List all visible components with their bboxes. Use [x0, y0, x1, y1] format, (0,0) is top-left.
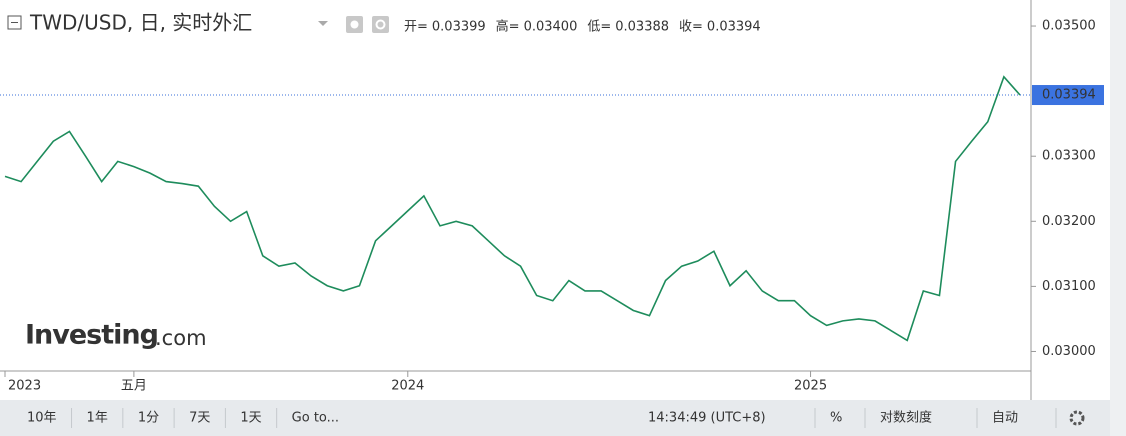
x-tick-label: 五月	[121, 379, 147, 394]
ohlc-value: 0.03394	[707, 20, 761, 35]
price-line	[4, 75, 1021, 342]
ohlc-label: 开=	[404, 20, 428, 35]
toolbar	[0, 400, 1110, 436]
logo-suffix: .com	[155, 326, 207, 350]
last-price-label: 0.03394	[1042, 88, 1096, 103]
ohlc-label: 收=	[679, 20, 703, 35]
settings-button[interactable]	[1069, 410, 1085, 426]
eye-icon-pupil	[350, 20, 359, 29]
ohlc-label: 高=	[496, 19, 520, 35]
x-tick-label: 2023	[8, 379, 41, 394]
y-tick-label: 0.03200	[1042, 214, 1096, 229]
settings-icon-gear	[375, 19, 386, 30]
ohlc-label: 低=	[587, 20, 611, 35]
chart-title: TWD/USD, 日, 实时外汇	[29, 11, 252, 35]
dropdown-arrow[interactable]	[318, 21, 328, 26]
toolbar-button[interactable]: 10年	[27, 411, 57, 426]
toolbar-button[interactable]: 自动	[992, 411, 1018, 426]
toolbar-button[interactable]: Go to...	[292, 411, 339, 426]
ohlc-value: 0.03388	[615, 20, 669, 35]
ohlc-value: 0.03400	[524, 20, 578, 35]
side-strip	[1110, 0, 1126, 436]
x-tick-label: 2024	[391, 379, 424, 394]
toolbar-button[interactable]: %	[830, 411, 842, 426]
toolbar-button[interactable]: 7天	[189, 411, 210, 426]
x-tick-label: 2025	[794, 379, 827, 394]
y-tick-label: 0.03000	[1042, 344, 1096, 359]
collapse-icon[interactable]	[7, 15, 22, 30]
last-price-tag	[1032, 85, 1104, 106]
toolbar-button[interactable]: 1分	[138, 411, 159, 426]
ohlc-value: 0.03399	[432, 20, 486, 35]
logo: Investing	[25, 320, 158, 351]
time: 14:34:49 (UTC+8)	[648, 411, 766, 426]
toolbar-button[interactable]: 对数刻度	[880, 410, 932, 426]
settings-icon[interactable]	[372, 16, 389, 33]
toolbar-button[interactable]: 1年	[87, 411, 108, 426]
toolbar-button[interactable]: 1天	[240, 411, 261, 426]
y-tick-label: 0.03100	[1042, 279, 1096, 294]
y-tick-label: 0.03300	[1042, 149, 1096, 164]
y-tick-label: 0.03500	[1042, 19, 1096, 34]
